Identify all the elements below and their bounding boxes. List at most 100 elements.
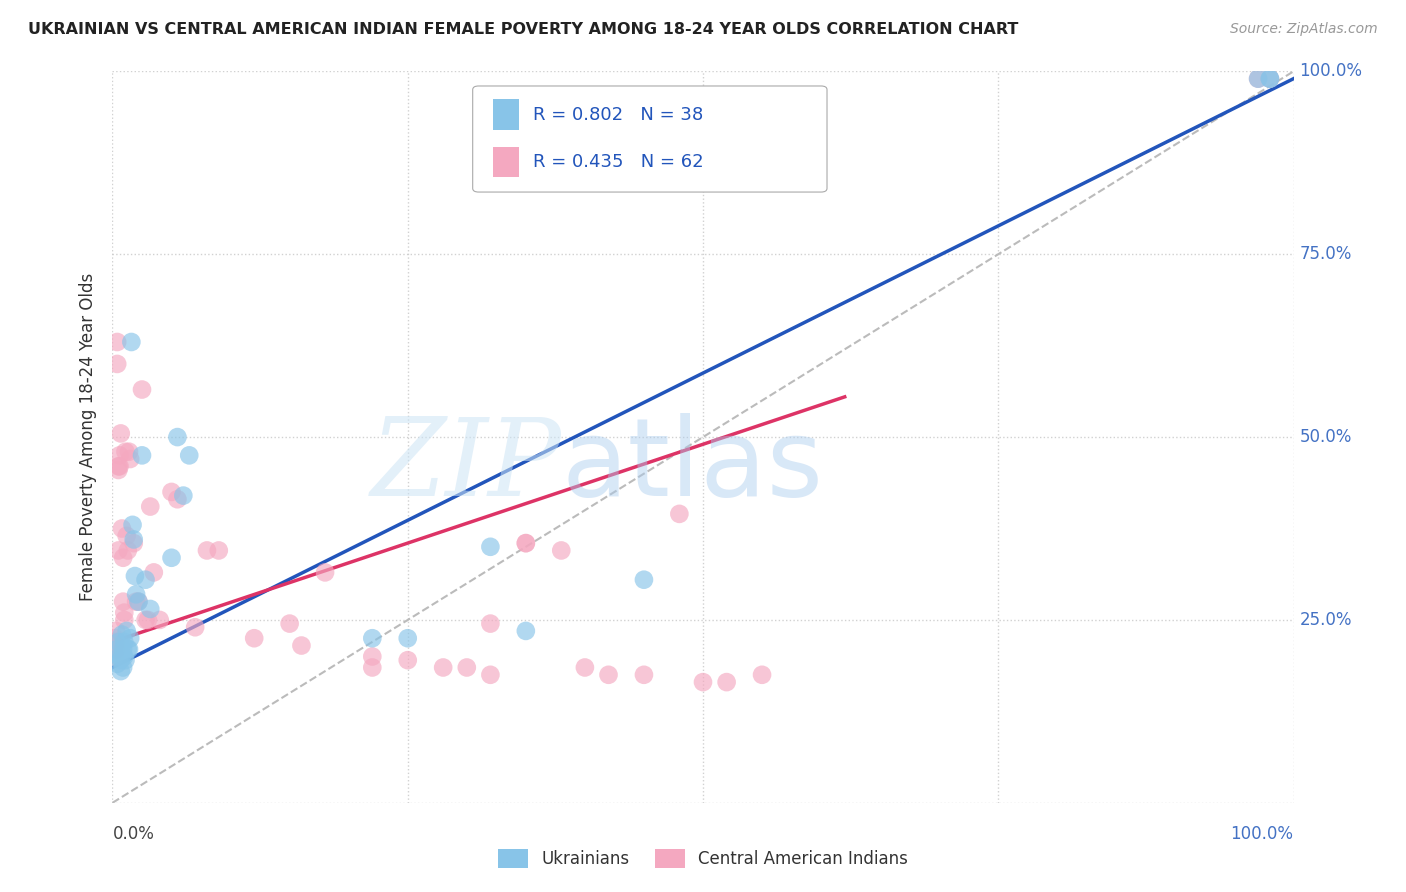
Y-axis label: Female Poverty Among 18-24 Year Olds: Female Poverty Among 18-24 Year Olds xyxy=(79,273,97,601)
Point xyxy=(432,660,454,674)
Point xyxy=(1258,71,1281,86)
Point xyxy=(115,624,138,638)
Text: 25.0%: 25.0% xyxy=(1299,611,1353,629)
Point xyxy=(361,660,384,674)
Point xyxy=(108,449,131,463)
Point xyxy=(208,543,231,558)
Text: R = 0.802   N = 38: R = 0.802 N = 38 xyxy=(533,105,703,123)
Point xyxy=(110,653,132,667)
Point xyxy=(122,533,145,547)
Point xyxy=(107,463,129,477)
Point xyxy=(515,536,537,550)
Point xyxy=(112,649,135,664)
Point xyxy=(149,613,172,627)
Point xyxy=(112,642,135,657)
Point xyxy=(1247,71,1270,86)
Point xyxy=(103,639,125,653)
Point xyxy=(114,444,136,458)
Point xyxy=(751,667,773,681)
Point xyxy=(111,649,134,664)
Point xyxy=(456,660,478,674)
Point xyxy=(103,642,125,657)
Point xyxy=(105,334,128,349)
Text: 100.0%: 100.0% xyxy=(1299,62,1362,80)
Point xyxy=(105,642,128,657)
Point xyxy=(111,627,134,641)
Point xyxy=(142,566,165,580)
Text: 0.0%: 0.0% xyxy=(112,825,155,843)
Point xyxy=(117,543,139,558)
Point xyxy=(105,635,128,649)
Point xyxy=(107,543,129,558)
Point xyxy=(1258,71,1281,86)
Point xyxy=(107,635,129,649)
Point xyxy=(139,500,162,514)
Point xyxy=(1258,71,1281,86)
Point xyxy=(195,543,218,558)
FancyBboxPatch shape xyxy=(472,86,827,192)
Point xyxy=(105,357,128,371)
Point xyxy=(290,639,312,653)
Point xyxy=(598,667,620,681)
Point xyxy=(361,649,384,664)
Point xyxy=(120,632,142,646)
Point xyxy=(166,492,188,507)
Point xyxy=(118,642,141,657)
Point xyxy=(172,489,194,503)
Point xyxy=(396,653,419,667)
FancyBboxPatch shape xyxy=(492,99,519,130)
Point xyxy=(125,594,148,608)
Text: atlas: atlas xyxy=(561,413,824,519)
Point xyxy=(135,573,157,587)
Point xyxy=(716,675,738,690)
Point xyxy=(160,550,183,565)
Point xyxy=(243,632,266,646)
Point xyxy=(668,507,690,521)
Point xyxy=(127,594,149,608)
Point xyxy=(107,459,129,474)
Point xyxy=(479,616,502,631)
Point xyxy=(110,426,132,441)
Point xyxy=(118,444,141,458)
Point xyxy=(479,540,502,554)
Point xyxy=(515,536,537,550)
Point xyxy=(136,613,159,627)
Point xyxy=(574,660,596,674)
Text: 100.0%: 100.0% xyxy=(1230,825,1294,843)
Point xyxy=(361,632,384,646)
Point xyxy=(633,573,655,587)
Point xyxy=(184,620,207,634)
Point xyxy=(112,606,135,620)
Point xyxy=(131,383,153,397)
Point xyxy=(105,624,128,638)
Point xyxy=(179,449,201,463)
Point xyxy=(396,632,419,646)
Point xyxy=(122,536,145,550)
Point xyxy=(314,566,336,580)
Text: ZIP: ZIP xyxy=(370,414,561,519)
Point xyxy=(114,653,136,667)
Point xyxy=(131,449,153,463)
Point xyxy=(120,452,142,467)
Point xyxy=(550,543,572,558)
Point xyxy=(124,569,146,583)
Point xyxy=(692,675,714,690)
Text: 50.0%: 50.0% xyxy=(1299,428,1351,446)
Point xyxy=(112,613,135,627)
Point xyxy=(515,624,537,638)
Point xyxy=(139,602,162,616)
Point xyxy=(166,430,188,444)
Point xyxy=(120,334,142,349)
Point xyxy=(112,550,135,565)
Point xyxy=(112,635,135,649)
Point xyxy=(111,521,134,535)
Legend: Ukrainians, Central American Indians: Ukrainians, Central American Indians xyxy=(492,842,914,875)
Point xyxy=(479,667,502,681)
Point xyxy=(105,642,128,657)
Point xyxy=(1247,71,1270,86)
Point xyxy=(108,459,131,474)
Point xyxy=(121,517,143,532)
FancyBboxPatch shape xyxy=(492,146,519,178)
Point xyxy=(112,660,135,674)
Text: R = 0.435   N = 62: R = 0.435 N = 62 xyxy=(533,153,703,171)
